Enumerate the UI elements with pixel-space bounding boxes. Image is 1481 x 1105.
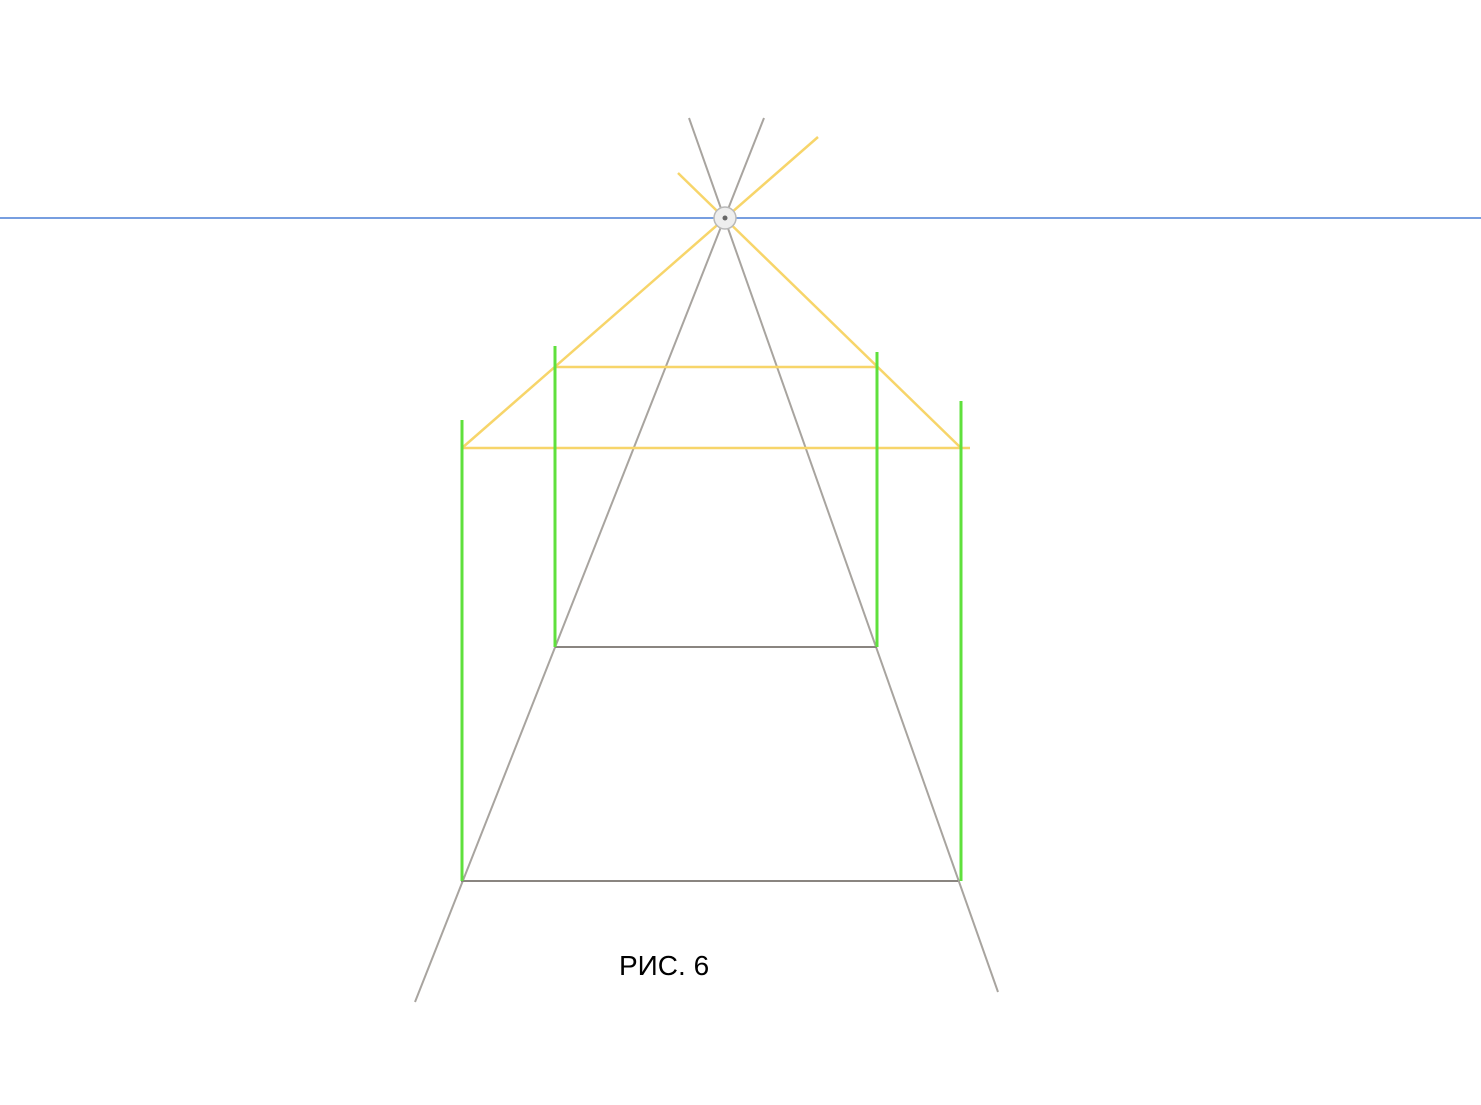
perspective-ray-left: [414, 117, 765, 1003]
figure-caption: РИС. 6: [619, 950, 710, 981]
vanishing-point: [713, 206, 737, 230]
roof-diagonal-left: [461, 136, 819, 449]
perspective-ray-right: [688, 117, 999, 993]
